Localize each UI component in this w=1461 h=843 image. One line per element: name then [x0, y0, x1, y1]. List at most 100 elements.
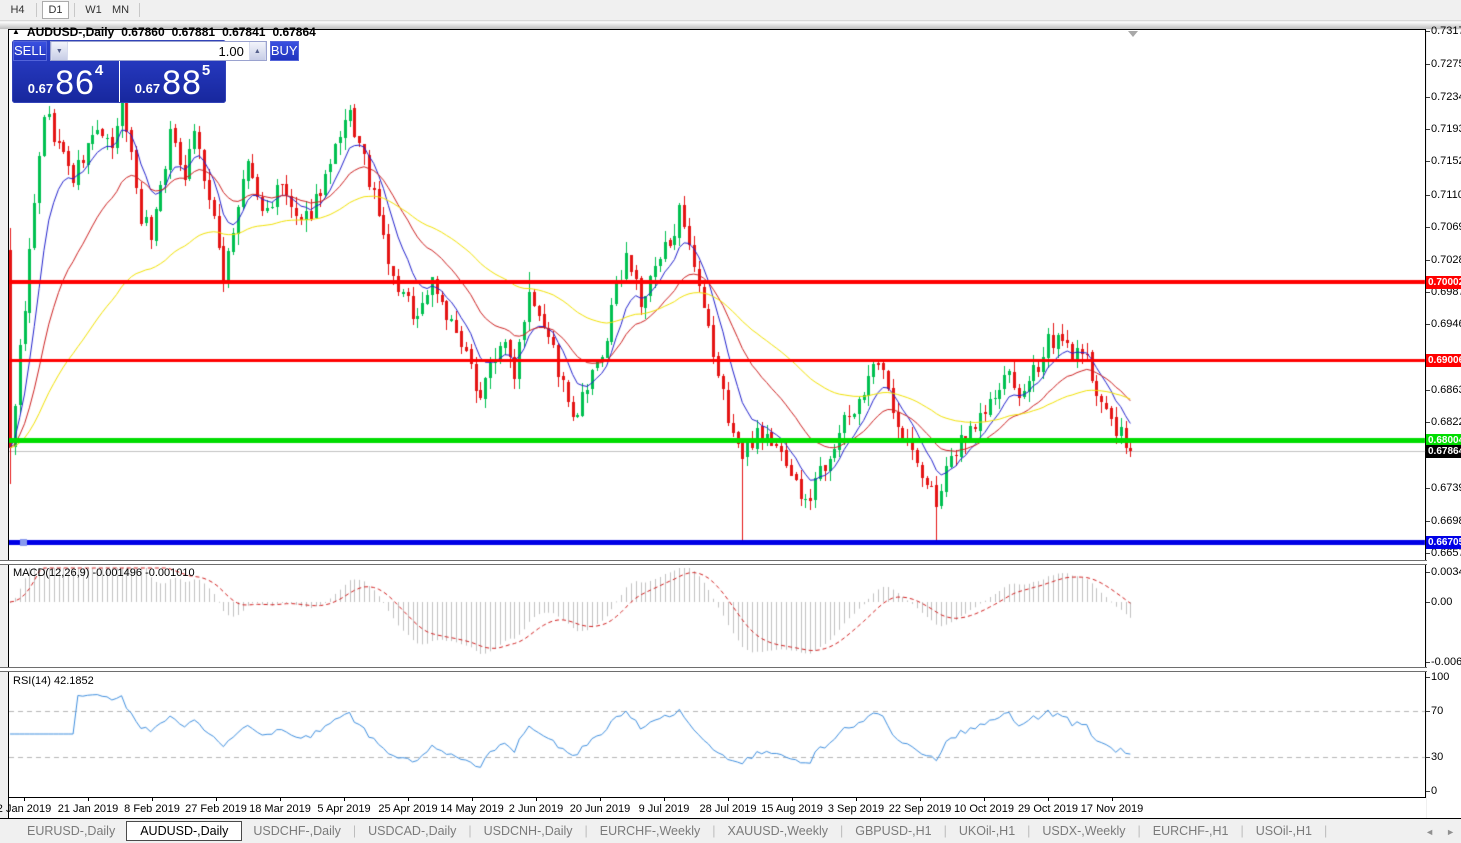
tab-scroll-right-icon[interactable]: ►: [1446, 827, 1455, 837]
chart-tab-usdcnh-daily[interactable]: USDCNH-,Daily: [483, 824, 573, 838]
date-axis-label: 8 Feb 2019: [124, 803, 180, 815]
axis-tick: [1426, 390, 1430, 391]
price-axis-label: 0.66980: [1431, 515, 1461, 527]
date-axis-label: 5 Apr 2019: [317, 803, 371, 815]
chart-tab-usdcad-daily[interactable]: USDCAD-,Daily: [368, 824, 457, 838]
axis-tick: [1426, 260, 1430, 261]
axis-tick: [1426, 488, 1430, 489]
sell-price-big: 86: [55, 64, 95, 102]
collapse-panel-icon[interactable]: ▲: [12, 26, 20, 36]
price-line-badge: 0.67864: [1426, 445, 1461, 458]
rsi-indicator-label: RSI(14) 42.1852: [13, 675, 94, 687]
timeframe-w1-button[interactable]: W1: [80, 1, 107, 19]
chart-tab-eurchf-weekly[interactable]: EURCHF-,Weekly: [599, 824, 701, 838]
timeframe-mn-button[interactable]: MN: [107, 1, 134, 19]
timeframe-toolbar: H4 D1 W1 MN: [0, 0, 1461, 21]
panel-separator-rsi[interactable]: [0, 667, 1427, 672]
chart-shift-marker-icon[interactable]: [1128, 31, 1138, 37]
ohlc-low: 0.67841: [222, 24, 266, 39]
tabbar-top-border: [0, 818, 1461, 819]
panel-separator-macd[interactable]: [0, 560, 1427, 565]
tab-separator: |: [943, 824, 947, 838]
date-axis-label: 22 Sep 2019: [888, 803, 952, 815]
tab-separator: |: [1324, 824, 1328, 838]
axis-tick: [1426, 324, 1430, 325]
trade-panel-divider: [119, 61, 120, 102]
price-axis-label: -0.00637: [1431, 656, 1461, 668]
axis-tick: [1426, 227, 1430, 228]
price-chart-canvas[interactable]: [9, 30, 1426, 798]
axis-tick: [1426, 97, 1430, 98]
timeframe-d1-button[interactable]: D1: [42, 1, 69, 19]
date-axis-tick: [152, 798, 153, 801]
timeframe-h4-button[interactable]: H4: [4, 1, 31, 19]
date-axis-tick: [984, 798, 985, 801]
axis-tick: [1426, 64, 1430, 65]
price-axis-label: 0.69460: [1431, 318, 1461, 330]
buy-price-pipette: 5: [201, 62, 211, 79]
date-axis-tick: [216, 798, 217, 801]
price-axis-label: 0: [1431, 785, 1438, 797]
date-axis-label: 2 Jun 2019: [508, 803, 564, 815]
date-axis-tick: [536, 798, 537, 801]
axis-tick: [1426, 757, 1430, 758]
axis-tick: [1426, 711, 1430, 712]
date-axis-tick: [792, 798, 793, 801]
date-axis-tick: [664, 798, 665, 801]
price-axis-label: 0.70280: [1431, 254, 1461, 266]
macd-indicator-label: MACD(12,26,9) -0.001496 -0.001010: [13, 567, 195, 579]
ohlc-close: 0.67864: [272, 24, 316, 39]
chart-tab-usoil-h1[interactable]: USOil-,H1: [1255, 824, 1312, 838]
price-axis-label: 0.67390: [1431, 482, 1461, 494]
tab-scroll-controls: ◄ ►: [1425, 827, 1455, 837]
date-axis-label: 15 Aug 2019: [761, 803, 823, 815]
sell-price-prefix: 0.67: [27, 81, 54, 96]
tab-separator: |: [468, 824, 472, 838]
tab-separator: |: [352, 824, 357, 838]
buy-button[interactable]: BUY: [269, 41, 299, 61]
price-axis-label: 0.68220: [1431, 416, 1461, 428]
axis-tick: [1426, 31, 1430, 32]
sell-button[interactable]: SELL: [13, 41, 47, 61]
chart-tab-ukoil-h1[interactable]: UKOil-,H1: [958, 824, 1016, 838]
axis-tick: [1426, 195, 1430, 196]
volume-input[interactable]: [67, 42, 249, 60]
chart-title: ▲ AUDUSD-,Daily 0.67860 0.67881 0.67841 …: [12, 24, 316, 39]
date-axis-label: 27 Feb 2019: [185, 803, 247, 815]
axis-tick: [1426, 602, 1430, 603]
date-axis-tick: [280, 798, 281, 801]
window-top-edge: [0, 22, 1461, 29]
price-axis-column[interactable]: [1427, 30, 1461, 818]
chart-tab-audusd-daily[interactable]: AUDUSD-,Daily: [126, 821, 243, 841]
sell-price-pipette: 4: [94, 62, 104, 79]
axis-tick: [1426, 129, 1430, 130]
price-axis-label: 30: [1431, 751, 1444, 763]
sell-price[interactable]: 0.67 86 4: [12, 61, 119, 102]
chart-bottom-border: [8, 797, 1426, 798]
toolbar-separator: [139, 3, 141, 17]
date-axis-tick: [856, 798, 857, 801]
date-axis-tick: [408, 798, 409, 801]
date-axis-label: 2 Jan 2019: [0, 803, 52, 815]
chart-tab-eurusd-daily[interactable]: EURUSD-,Daily: [27, 824, 116, 838]
date-axis-tick: [728, 798, 729, 801]
date-axis-label: 20 Jun 2019: [569, 803, 631, 815]
tab-scroll-left-icon[interactable]: ◄: [1425, 827, 1435, 837]
price-axis-label: 0.68630: [1431, 384, 1461, 396]
buy-price-prefix: 0.67: [134, 81, 161, 96]
chart-tab-usdchf-daily[interactable]: USDCHF-,Daily: [253, 824, 341, 838]
chart-tab-usdx-weekly[interactable]: USDX-,Weekly: [1042, 824, 1126, 838]
tab-separator: |: [712, 824, 716, 838]
buy-price[interactable]: 0.67 88 5: [119, 61, 226, 102]
chart-tab-gbpusd-h1[interactable]: GBPUSD-,H1: [855, 824, 932, 838]
axis-tick: [1426, 521, 1430, 522]
date-axis[interactable]: 2 Jan 2019 21 Jan 2019 8 Feb 2019 27 Feb 20…: [0, 798, 1426, 818]
date-axis-label: 29 Oct 2019: [1018, 803, 1078, 815]
chart-tab-xauusd-weekly[interactable]: XAUUSD-,Weekly: [727, 824, 828, 838]
volume-increase-icon[interactable]: ▲: [248, 42, 266, 60]
volume-decrease-icon[interactable]: ▼: [50, 42, 68, 60]
price-axis-label: 0.70690: [1431, 221, 1461, 233]
chart-symbol-label: AUDUSD-,Daily: [26, 24, 115, 39]
chart-tab-eurchf-h1[interactable]: EURCHF-,H1: [1152, 824, 1229, 838]
